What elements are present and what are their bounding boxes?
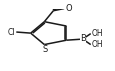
Text: OH: OH (90, 29, 102, 38)
Text: B: B (79, 34, 85, 43)
Text: S: S (42, 45, 47, 54)
Text: O: O (65, 4, 71, 13)
Text: OH: OH (90, 40, 102, 49)
Text: Cl: Cl (8, 28, 15, 36)
